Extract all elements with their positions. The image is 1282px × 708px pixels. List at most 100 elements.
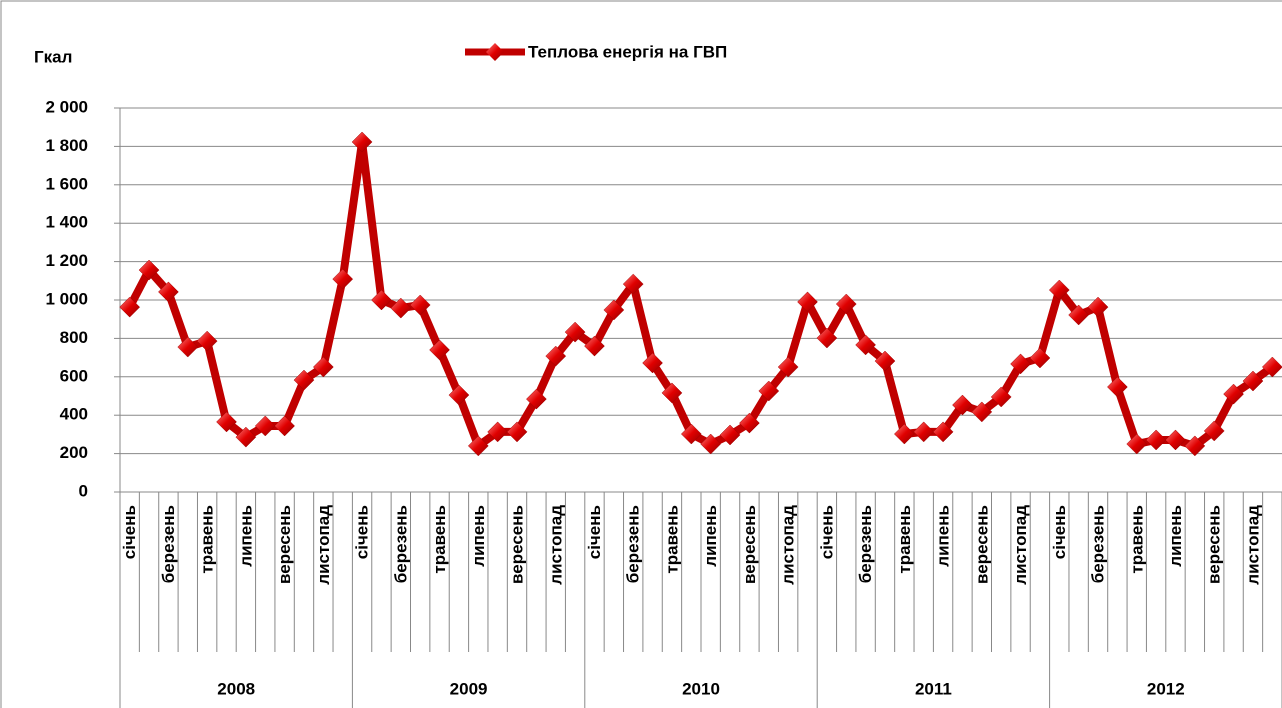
y-tick-label: 0 — [79, 481, 88, 500]
x-tick-label: березень — [1089, 505, 1108, 583]
x-tick-label: січень — [120, 505, 139, 559]
data-point — [1087, 296, 1109, 318]
y-tick-label: 400 — [60, 405, 88, 424]
data-point — [932, 421, 954, 443]
data-point — [1126, 433, 1148, 455]
x-tick-label: вересень — [275, 505, 294, 584]
data-point — [1242, 370, 1264, 392]
data-point — [893, 423, 915, 445]
data-point — [700, 433, 722, 455]
data-point — [1203, 420, 1225, 442]
x-tick-label: січень — [817, 505, 836, 559]
data-point — [235, 426, 257, 448]
y-axis-label: Гкал — [34, 47, 72, 66]
data-point — [1165, 429, 1186, 451]
y-tick-label: 1 200 — [45, 251, 88, 270]
y-tick-label: 2 000 — [45, 97, 88, 116]
year-label: 2008 — [217, 679, 255, 698]
data-point — [719, 424, 741, 446]
data-point — [138, 259, 160, 281]
data-point — [797, 291, 818, 313]
x-tick-label: березень — [159, 505, 178, 583]
data-point — [1029, 347, 1051, 369]
data-point — [816, 327, 838, 349]
x-tick-label: березень — [856, 505, 875, 583]
x-tick-label: липень — [1166, 505, 1185, 567]
data-point — [216, 411, 237, 433]
x-tick-label: травень — [662, 505, 681, 574]
y-tick-label: 1 600 — [45, 174, 88, 193]
x-tick-label: травень — [895, 505, 914, 574]
x-tick-label: березень — [624, 505, 643, 583]
series-line — [126, 137, 1275, 450]
x-tick-label: листопад — [779, 505, 798, 585]
y-tick-label: 800 — [60, 328, 88, 347]
data-point — [622, 273, 644, 295]
x-tick-label: березень — [391, 505, 410, 583]
data-point — [835, 293, 857, 315]
year-label: 2009 — [450, 679, 488, 698]
x-tick-label: вересень — [1205, 505, 1224, 584]
x-tick-label: вересень — [740, 505, 759, 584]
data-point — [1068, 304, 1090, 326]
data-point — [196, 330, 218, 352]
x-tick-label: листопад — [314, 505, 333, 585]
y-tick-label: 1 800 — [45, 136, 88, 155]
x-tick-label: листопад — [1243, 505, 1262, 585]
data-point — [371, 289, 392, 311]
x-tick-label: вересень — [508, 505, 527, 584]
y-tick-label: 1 400 — [45, 213, 88, 232]
data-point — [409, 294, 431, 316]
data-point — [855, 334, 876, 356]
data-point — [874, 350, 896, 372]
x-tick-label: липень — [701, 505, 720, 567]
data-point — [177, 336, 199, 358]
y-tick-label: 200 — [60, 443, 88, 462]
x-tick-label: січень — [353, 505, 372, 559]
y-tick-label: 1 000 — [45, 289, 88, 308]
data-point — [119, 296, 141, 318]
x-tick-label: травень — [430, 505, 449, 574]
data-point — [913, 421, 935, 443]
data-point — [1048, 279, 1070, 301]
legend-marker — [486, 43, 504, 61]
data-point — [952, 394, 973, 416]
data-point — [971, 401, 993, 423]
x-tick-label: травень — [198, 505, 217, 574]
x-tick-label: липень — [934, 505, 953, 567]
data-point — [506, 421, 528, 443]
data-point — [603, 299, 625, 321]
x-tick-label: січень — [1050, 505, 1069, 559]
data-point — [661, 382, 683, 404]
data-point — [758, 380, 780, 402]
data-point — [390, 297, 412, 319]
data-point — [1261, 356, 1282, 378]
x-tick-label: січень — [585, 505, 604, 559]
year-label: 2012 — [1147, 679, 1185, 698]
x-tick-label: липень — [469, 505, 488, 567]
x-tick-label: липень — [236, 505, 255, 567]
data-point — [1145, 429, 1167, 451]
data-point — [332, 268, 354, 290]
x-tick-label: листопад — [546, 505, 565, 585]
data-point — [1107, 376, 1128, 398]
data-point — [739, 412, 760, 434]
data-point — [293, 369, 315, 391]
data-point — [351, 131, 373, 153]
data-point — [158, 281, 179, 303]
data-point — [1223, 383, 1244, 405]
data-point — [429, 339, 450, 361]
data-point — [642, 352, 663, 374]
x-tick-label: листопад — [1011, 505, 1030, 585]
data-point — [312, 356, 334, 378]
data-point — [584, 335, 605, 357]
data-point — [1184, 435, 1206, 457]
data-point — [564, 321, 586, 343]
data-point — [990, 386, 1012, 408]
y-tick-label: 600 — [60, 366, 88, 385]
x-tick-label: травень — [1127, 505, 1146, 574]
year-label: 2011 — [915, 679, 952, 698]
data-point — [448, 384, 470, 406]
